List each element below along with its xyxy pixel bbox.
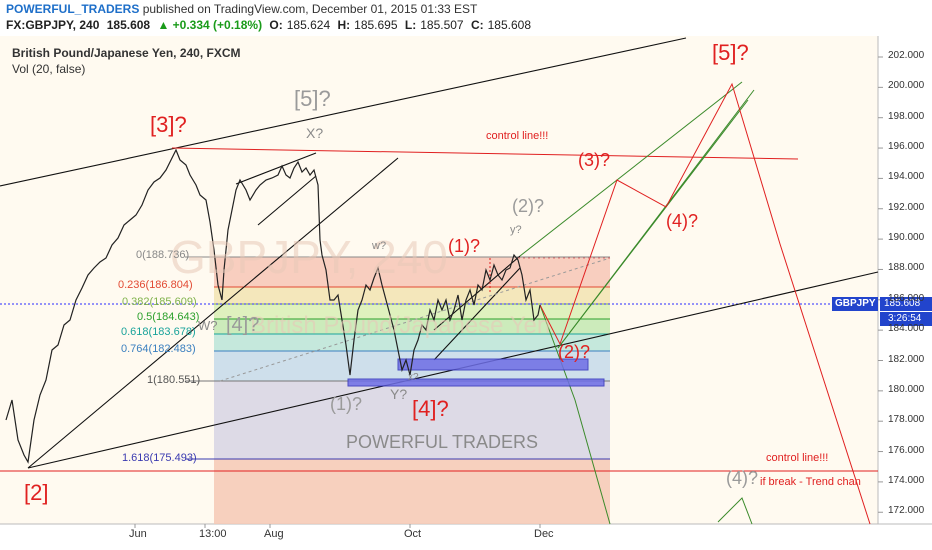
time-tick-label: Jun bbox=[129, 528, 147, 540]
countdown-tag bbox=[880, 312, 932, 326]
legend-title: British Pound/Japanese Yen, 240, FXCM bbox=[12, 46, 241, 60]
current-price-tag bbox=[880, 297, 932, 311]
current-symbol-tag bbox=[832, 297, 878, 311]
fib-label-1618: 1.618(175.493) bbox=[122, 452, 197, 464]
fib-zone-1 bbox=[214, 381, 610, 459]
wave-4-red: [4]? bbox=[412, 396, 449, 421]
fib-label-0: 0(188.736) bbox=[136, 249, 190, 261]
wave-y-big: Y? bbox=[390, 386, 408, 402]
red-projection-path[interactable] bbox=[539, 82, 871, 525]
price-tick-label: 174.000 bbox=[888, 474, 925, 486]
time-axis-ticks bbox=[134, 524, 541, 528]
green-projection-lines[interactable] bbox=[519, 81, 755, 525]
control-line-label-bottom: control line!!! bbox=[766, 452, 829, 464]
wave-1-red: (1)? bbox=[448, 236, 481, 256]
brand-text: POWERFUL TRADERS bbox=[346, 432, 539, 452]
price-tick-label: 188.000 bbox=[888, 262, 925, 274]
time-tick-label: Dec bbox=[534, 528, 554, 540]
wave-4-gray-small: (4)? bbox=[726, 468, 759, 488]
price-tick-label: 186.000 bbox=[888, 292, 925, 304]
time-tick-label: Oct bbox=[404, 528, 422, 540]
fib-zone-382 bbox=[214, 304, 610, 319]
wave-y-small: y? bbox=[510, 224, 522, 236]
price-tick-label: 198.000 bbox=[888, 110, 925, 122]
fib-zone-618 bbox=[214, 334, 610, 351]
fib-label-764: 0.764(182.483) bbox=[121, 343, 196, 355]
wave-2-red: [2] bbox=[24, 480, 49, 505]
fib-label-236: 0.236(186.804) bbox=[118, 279, 193, 291]
watermark-symbol: GBPJPY, 240 bbox=[170, 231, 448, 283]
legend-indicator[interactable]: Vol (20, false) bbox=[12, 62, 86, 76]
open-value: 185.624 bbox=[286, 18, 331, 32]
wave-4-small-red: (4)? bbox=[666, 211, 699, 231]
price-tick-label: 200.000 bbox=[888, 80, 925, 92]
price-series bbox=[5, 148, 541, 464]
high-value: 185.695 bbox=[354, 18, 398, 32]
fib-zone-0 bbox=[214, 257, 610, 287]
break-note: if break - Trend chan bbox=[760, 476, 861, 488]
control-lines[interactable] bbox=[0, 147, 878, 472]
wave-x-small: x? bbox=[408, 372, 419, 383]
price-tick-label: 172.000 bbox=[888, 505, 925, 517]
price-tick-label: 202.000 bbox=[888, 50, 925, 61]
fib-zone-236 bbox=[214, 287, 610, 304]
price-tick-label: 196.000 bbox=[888, 141, 925, 153]
price-axis-pane bbox=[878, 36, 932, 550]
high-label: H: bbox=[337, 18, 351, 32]
fib-zone-5 bbox=[214, 319, 610, 334]
price-tick-label: 178.000 bbox=[888, 414, 925, 426]
price-tick-label: 182.000 bbox=[888, 353, 925, 365]
wave-3-small-red: (3)? bbox=[578, 150, 611, 170]
fib-zone-1618 bbox=[214, 459, 610, 524]
publish-line: POWERFUL_TRADERS published on TradingVie… bbox=[6, 2, 477, 16]
fib-label-5: 0.5(184.643) bbox=[137, 311, 200, 323]
close-label: C: bbox=[470, 18, 484, 32]
last-price: 185.608 bbox=[106, 18, 151, 32]
author-link[interactable]: POWERFUL_TRADERS bbox=[6, 2, 140, 16]
price-tick-label: 190.000 bbox=[888, 232, 925, 244]
low-value: 185.507 bbox=[420, 18, 464, 32]
time-tick-label: Aug bbox=[264, 528, 284, 540]
close-value: 185.608 bbox=[487, 18, 532, 32]
current-price-label: 185.608 bbox=[884, 298, 921, 309]
price-tick-label: 184.000 bbox=[888, 323, 925, 335]
low-label: L: bbox=[404, 18, 417, 32]
wave-x: X? bbox=[306, 125, 324, 141]
wave-4-gray: [4]? bbox=[226, 314, 260, 336]
support-box-lower[interactable] bbox=[347, 378, 605, 387]
wave-2-gray: (2)? bbox=[512, 196, 545, 216]
price-axis-ticks bbox=[878, 56, 883, 513]
published-text: published on TradingView.com, December 0… bbox=[142, 2, 478, 16]
countdown-label: 3:26:54 bbox=[888, 313, 922, 324]
wave-2-small-red: (2)? bbox=[558, 342, 591, 362]
wave-5-gray: [5]? bbox=[294, 86, 331, 111]
symbol-label[interactable]: FX:GBPJPY, 240 bbox=[6, 18, 100, 32]
support-box-upper[interactable] bbox=[397, 358, 589, 371]
fib-label-1: 1(180.551) bbox=[147, 374, 201, 386]
wave-5-red: [5]? bbox=[712, 40, 749, 65]
wave-1-gray: (1)? bbox=[330, 394, 363, 414]
chart-area[interactable]: British Pound/Japanese Yen, 240, FXCM Vo… bbox=[0, 36, 932, 550]
fib-label-618: 0.618(183.678) bbox=[121, 326, 196, 338]
price-change: ▲ +0.334 (+0.18%) bbox=[157, 18, 263, 32]
price-tick-label: 180.000 bbox=[888, 383, 925, 395]
wave-w-small: w? bbox=[372, 240, 387, 252]
ohlc-line: FX:GBPJPY, 240 185.608 ▲ +0.334 (+0.18%)… bbox=[6, 18, 535, 32]
chart-header: POWERFUL_TRADERS published on TradingVie… bbox=[0, 0, 932, 36]
wave-w-big: W? bbox=[198, 318, 218, 333]
wave-3-red: [3]? bbox=[150, 112, 187, 137]
price-chart[interactable] bbox=[0, 36, 932, 550]
price-tick-label: 194.000 bbox=[888, 171, 925, 183]
price-tick-label: 176.000 bbox=[888, 444, 925, 456]
watermark-name: British Pound/Japanese Yen bbox=[250, 312, 551, 339]
open-label: O: bbox=[269, 18, 283, 32]
current-symbol-label: GBPJPY bbox=[835, 298, 876, 309]
fib-label-382: 0.382(185.609) bbox=[122, 296, 197, 308]
dotted-channel-line bbox=[219, 257, 611, 382]
price-tick-label: 192.000 bbox=[888, 201, 925, 213]
control-line-label-top: control line!!! bbox=[486, 130, 549, 142]
time-tick-label: 13:00 bbox=[199, 528, 227, 540]
